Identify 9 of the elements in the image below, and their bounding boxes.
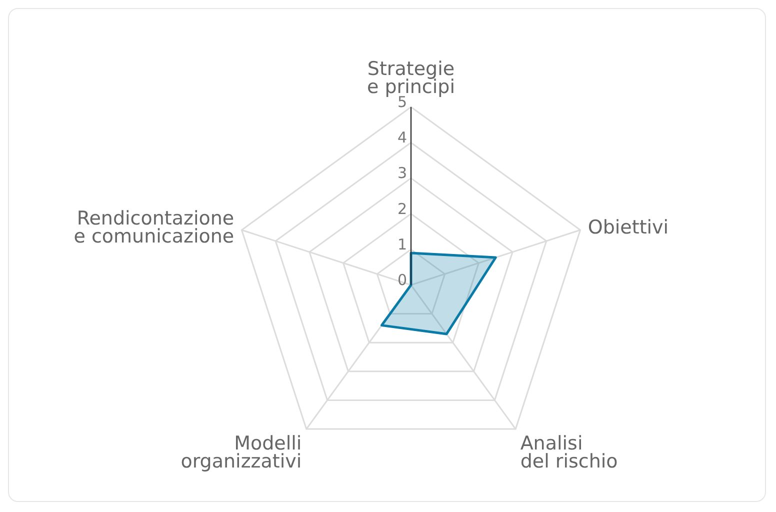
y-tick-label: 0 xyxy=(397,271,407,289)
spoke-label: Obiettivi xyxy=(588,216,669,239)
y-tick-label: 3 xyxy=(397,164,407,182)
spoke-label: Analisi del rischio xyxy=(520,432,618,472)
spoke-label: Modelli organizzativi xyxy=(180,432,302,472)
y-tick-label: 1 xyxy=(397,235,407,254)
y-tick-label: 2 xyxy=(397,200,407,218)
y-tick-label: 4 xyxy=(397,128,407,147)
spoke-label: Rendicontazione e comunicazione xyxy=(74,208,234,248)
